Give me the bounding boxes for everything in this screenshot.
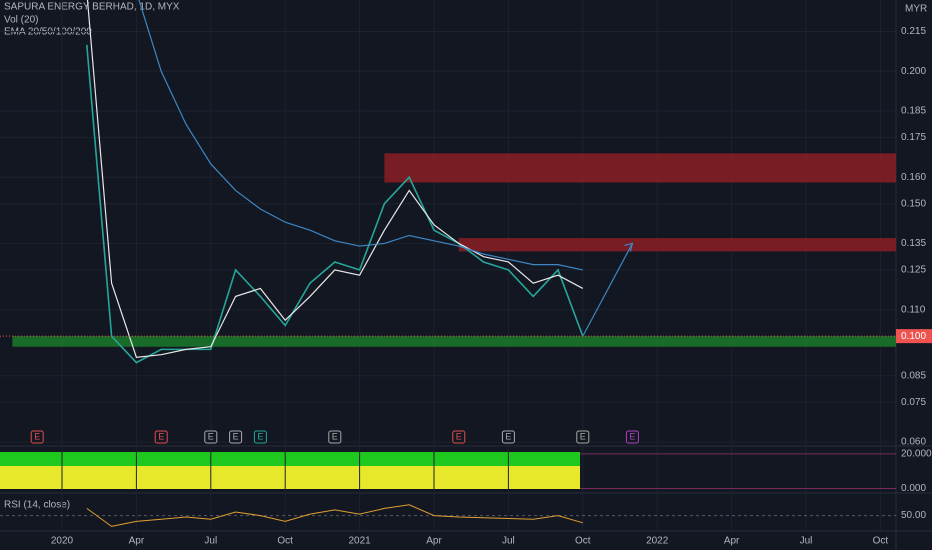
event-label: E [233,431,239,441]
event-label: E [456,431,462,441]
x-tick-label: Jul [800,536,813,547]
zone [384,153,896,183]
y-tick-label: 0.185 [901,106,926,117]
event-marker [154,430,168,444]
x-tick-label: Oct [873,536,889,547]
x-tick-label: Apr [129,536,145,547]
rsi-tick-label: 50.00 [901,510,926,521]
indicator-band [0,452,580,466]
rsi-label: RSI (14, close) [4,500,70,511]
event-marker [576,430,590,444]
indicator-tick-label: 20.000 [901,449,932,460]
event-marker [253,430,267,444]
y-tick-label: 0.075 [901,397,926,408]
x-tick-label: Jul [204,536,217,547]
y-tick-label: 0.175 [901,132,926,143]
y-tick-label: 0.060 [901,437,926,448]
y-tick-label: 0.160 [901,172,926,183]
x-tick-label: Apr [426,536,442,547]
projection-arrow [582,243,633,337]
last-price-label: 0.100 [901,331,926,342]
last-price-tag [896,329,932,344]
event-label: E [208,431,214,441]
event-marker [501,430,515,444]
x-tick-label: 2020 [51,536,74,547]
x-tick-label: Oct [575,536,591,547]
event-label: E [580,431,586,441]
y-tick-label: 0.200 [901,66,926,77]
y-tick-label: 0.125 [901,265,926,276]
zone [12,336,896,347]
x-tick-label: Oct [277,536,293,547]
y-tick-label: 0.135 [901,238,926,249]
event-label: E [332,431,338,441]
x-tick-label: Apr [724,536,740,547]
event-label: E [629,431,635,441]
x-tick-label: 2021 [348,536,371,547]
currency: MYR [905,4,927,15]
y-tick-label: 0.150 [901,198,926,209]
event-marker [452,430,466,444]
event-label: E [158,431,164,441]
zone [458,238,896,252]
indicator-label: Vol (20) [4,15,38,26]
price-line [86,44,584,364]
event-marker [204,430,218,444]
x-tick-label: Jul [502,536,515,547]
price-line [86,0,584,358]
arrow-head [624,242,634,252]
rsi-line [86,504,583,527]
price-line [138,0,583,271]
event-label: E [34,431,40,441]
event-marker [229,430,243,444]
indicator-tick-label: 0.000 [901,483,926,494]
event-marker [328,430,342,444]
x-tick-label: 2022 [646,536,669,547]
chart-title: SAPURA ENERGY BERHAD, 1D, MYX [4,2,180,13]
y-tick-label: 0.085 [901,371,926,382]
event-label: E [505,431,511,441]
indicator-band [0,466,580,489]
indicator-label: EMA 20/50/100/200 [4,27,92,38]
y-tick-label: 0.215 [901,26,926,37]
event-label: E [257,431,263,441]
event-marker [30,430,44,444]
event-marker [625,430,639,444]
y-tick-label: 0.110 [901,304,926,315]
